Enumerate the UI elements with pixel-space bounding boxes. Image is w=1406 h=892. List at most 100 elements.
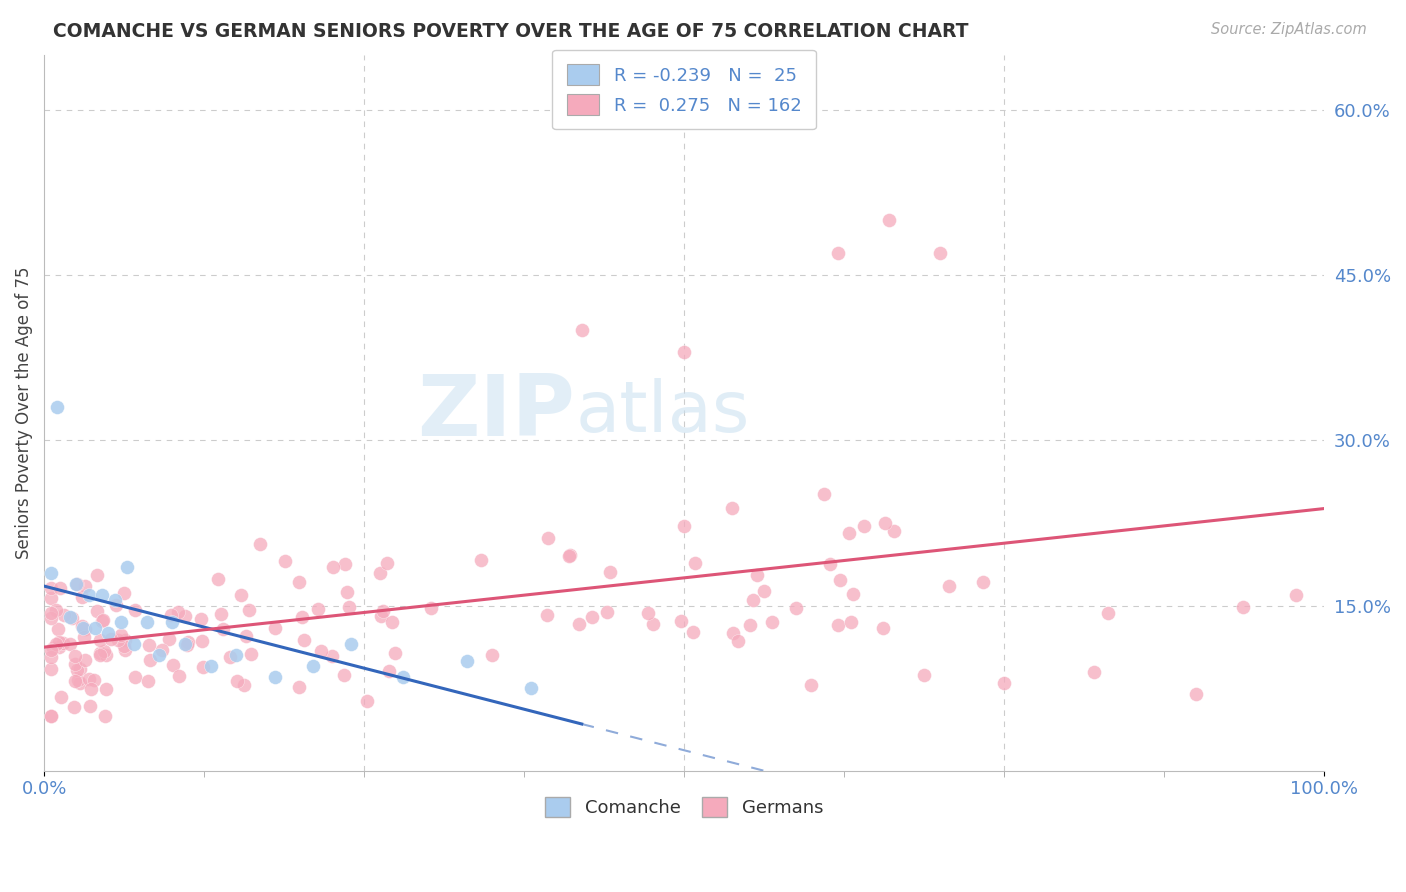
Point [720, 500, 742, 515]
Point [419, 601, 441, 615]
Point [157, 632, 180, 646]
Point [321, 649, 343, 664]
Point [340, 637, 363, 651]
Point [75, 653, 97, 667]
Point [883, 524, 905, 539]
Point [641, 616, 664, 631]
Point [263, 670, 285, 684]
Point [45, 637, 67, 651]
Point [93, 708, 115, 723]
Point [238, 603, 260, 617]
Point [86, 604, 108, 618]
Point [159, 607, 181, 622]
Point [70, 619, 93, 633]
Point [191, 633, 214, 648]
Point [785, 600, 807, 615]
Point [381, 615, 404, 630]
Point [481, 648, 503, 662]
Point [86, 567, 108, 582]
Point [745, 568, 768, 582]
Point [337, 599, 360, 614]
Point [65, 576, 87, 591]
Point [993, 675, 1015, 690]
Point [65, 674, 87, 689]
Point [72, 630, 94, 644]
Point [80, 682, 103, 697]
Point [842, 587, 865, 601]
Point [288, 680, 311, 694]
Point [112, 586, 135, 600]
Point [813, 487, 835, 501]
Point [63, 657, 86, 671]
Point [231, 588, 253, 602]
Point [818, 558, 841, 572]
Point [105, 599, 128, 613]
Point [1083, 665, 1105, 679]
Point [536, 607, 558, 622]
Point [377, 556, 399, 570]
Point [872, 620, 894, 634]
Point [356, 694, 378, 708]
Point [972, 574, 994, 589]
Point [827, 246, 849, 260]
Point [212, 622, 235, 636]
Point [723, 625, 745, 640]
Point [103, 593, 125, 607]
Point [167, 605, 190, 619]
Point [378, 664, 401, 678]
Text: ZIP: ZIP [418, 371, 575, 454]
Point [135, 615, 157, 629]
Point [162, 658, 184, 673]
Point [335, 558, 357, 572]
Point [571, 323, 593, 337]
Point [72, 591, 94, 605]
Point [232, 678, 254, 692]
Point [83, 673, 105, 687]
Point [671, 614, 693, 628]
Point [69, 662, 91, 676]
Point [124, 603, 146, 617]
Point [46, 622, 69, 636]
Point [66, 663, 89, 677]
Point [200, 659, 222, 673]
Point [174, 637, 197, 651]
Point [839, 615, 862, 629]
Point [1285, 588, 1308, 602]
Point [637, 606, 659, 620]
Point [42, 641, 65, 656]
Point [852, 519, 875, 533]
Point [91, 614, 114, 628]
Point [89, 646, 111, 660]
Point [800, 678, 823, 692]
Point [307, 601, 329, 615]
Point [682, 625, 704, 640]
Point [77, 672, 100, 686]
Point [190, 612, 212, 626]
Point [97, 626, 120, 640]
Point [218, 649, 240, 664]
Point [672, 519, 695, 533]
Point [94, 648, 117, 662]
Point [100, 632, 122, 646]
Text: Source: ZipAtlas.com: Source: ZipAtlas.com [1211, 22, 1367, 37]
Point [176, 635, 198, 649]
Point [838, 526, 860, 541]
Point [537, 531, 560, 545]
Point [235, 629, 257, 643]
Point [519, 681, 541, 695]
Point [48, 635, 70, 649]
Point [173, 608, 195, 623]
Point [683, 556, 706, 570]
Point [73, 579, 96, 593]
Point [139, 653, 162, 667]
Point [877, 213, 900, 227]
Point [39, 642, 62, 657]
Point [45, 401, 67, 415]
Point [90, 588, 112, 602]
Point [39, 606, 62, 620]
Point [1232, 600, 1254, 615]
Point [336, 584, 359, 599]
Point [39, 566, 62, 580]
Point [138, 639, 160, 653]
Y-axis label: Seniors Poverty Over the Age of 75: Seniors Poverty Over the Age of 75 [15, 267, 32, 559]
